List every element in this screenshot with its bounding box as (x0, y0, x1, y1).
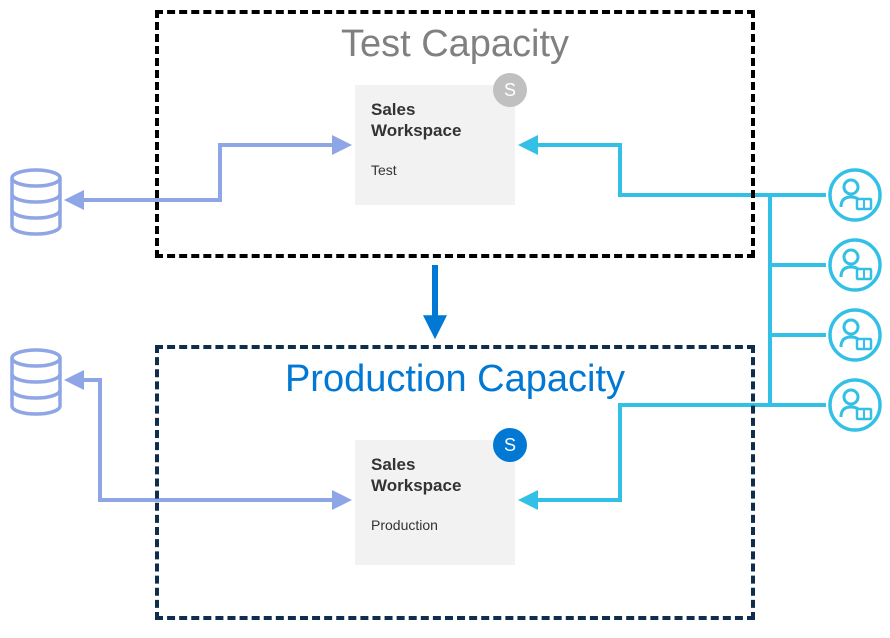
user-icon-1 (830, 170, 880, 220)
test-capacity-title: Test Capacity (159, 22, 751, 68)
prod-workspace-card: S Sales Workspace Production (355, 440, 515, 565)
test-workspace-card: S Sales Workspace Test (355, 85, 515, 205)
user-icon-4 (830, 380, 880, 430)
prod-workspace-title: Sales Workspace (371, 454, 499, 497)
prod-workspace-subtitle: Production (371, 517, 499, 533)
user-icon-3 (830, 310, 880, 360)
test-workspace-title: Sales Workspace (371, 99, 499, 142)
database-icon-1 (12, 170, 60, 234)
test-workspace-badge: S (493, 73, 527, 107)
test-workspace-subtitle: Test (371, 162, 499, 178)
test-workspace-badge-letter: S (504, 80, 516, 101)
user-icon-2 (830, 240, 880, 290)
prod-workspace-badge-letter: S (504, 435, 516, 456)
prod-workspace-badge: S (493, 428, 527, 462)
database-icon-2 (12, 350, 60, 414)
prod-capacity-title: Production Capacity (159, 357, 751, 403)
